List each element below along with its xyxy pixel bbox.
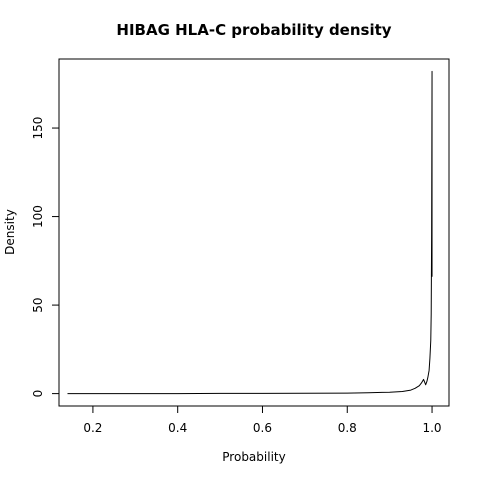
density-line	[67, 70, 433, 395]
y-axis-label: Density	[3, 209, 17, 255]
chart-title: HIBAG HLA-C probability density	[116, 21, 391, 39]
y-tick-label: 0	[31, 390, 45, 398]
y-tick-label: 100	[31, 205, 45, 228]
x-tick-label: 0.2	[83, 421, 102, 435]
y-tick-label: 150	[31, 117, 45, 140]
x-tick-label: 0.4	[168, 421, 187, 435]
x-tick-label: 0.8	[338, 421, 357, 435]
x-tick-label: 0.6	[253, 421, 272, 435]
x-axis-label: Probability	[222, 450, 285, 464]
y-tick-label: 50	[31, 297, 45, 312]
x-axis: 0.2 0.4 0.6 0.8 1.0	[83, 405, 442, 435]
y-axis: 0 50 100 150	[31, 117, 60, 398]
series-layer	[67, 70, 433, 395]
plot-area	[58, 58, 450, 407]
x-tick-label: 1.0	[422, 421, 441, 435]
